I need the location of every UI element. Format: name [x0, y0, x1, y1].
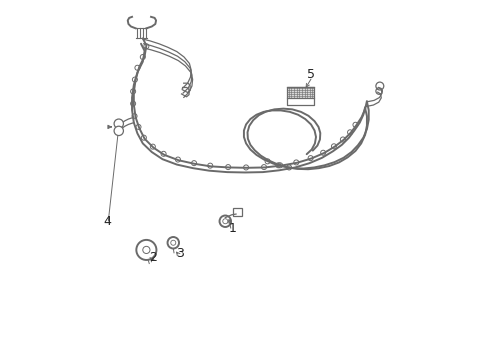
Text: 2: 2: [149, 251, 157, 264]
Circle shape: [114, 126, 123, 135]
Bar: [287, 87, 314, 98]
Text: 4: 4: [103, 215, 111, 228]
Bar: [233, 208, 243, 216]
Text: 3: 3: [176, 247, 184, 260]
Circle shape: [114, 119, 123, 129]
Text: 1: 1: [228, 222, 236, 235]
Text: 5: 5: [307, 68, 316, 81]
